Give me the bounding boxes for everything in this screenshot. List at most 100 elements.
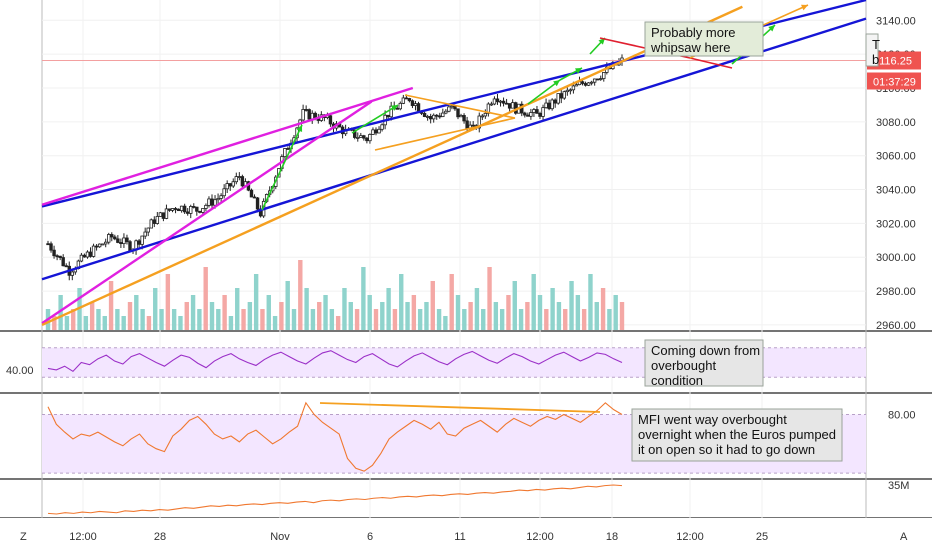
trendline-magenta-upper[interactable] [41, 86, 414, 206]
candle[interactable] [158, 212, 163, 217]
candle[interactable] [213, 199, 217, 206]
candle[interactable] [237, 176, 242, 178]
candle[interactable] [234, 176, 238, 183]
candle[interactable] [113, 236, 117, 240]
candle[interactable] [61, 257, 65, 267]
candle[interactable] [70, 271, 74, 276]
candle[interactable] [374, 129, 378, 134]
rsi-line[interactable] [47, 350, 623, 373]
candle[interactable] [456, 108, 460, 118]
candle[interactable] [362, 135, 366, 139]
candle[interactable] [128, 241, 132, 251]
candle[interactable] [155, 216, 160, 224]
candle[interactable] [602, 72, 606, 79]
candle[interactable] [58, 255, 62, 258]
obv-panel[interactable] [47, 484, 623, 515]
candle[interactable] [599, 78, 603, 80]
candle[interactable] [371, 129, 375, 135]
candle[interactable] [170, 208, 175, 211]
trendline-magenta-lower[interactable] [41, 100, 373, 325]
price-note[interactable] [644, 21, 764, 57]
candle[interactable] [359, 135, 363, 138]
trendline-orange-support[interactable] [41, 5, 743, 327]
candle[interactable] [538, 112, 542, 117]
mfi-note[interactable] [631, 408, 843, 462]
candle[interactable] [535, 109, 539, 114]
candle[interactable] [286, 148, 290, 150]
candle[interactable] [559, 93, 563, 99]
candle[interactable] [592, 78, 597, 83]
candle[interactable] [492, 98, 497, 105]
candle[interactable] [210, 198, 214, 206]
candle[interactable] [195, 206, 199, 212]
candle[interactable] [410, 100, 415, 106]
candle[interactable] [428, 116, 433, 120]
candle[interactable] [353, 129, 357, 138]
candle[interactable] [116, 238, 120, 243]
candle[interactable] [556, 93, 560, 104]
candle[interactable] [301, 109, 305, 121]
candle[interactable] [107, 234, 111, 243]
candle[interactable] [91, 245, 96, 257]
candle[interactable] [167, 208, 172, 211]
candle[interactable] [459, 115, 463, 118]
candle[interactable] [182, 205, 187, 213]
candle[interactable] [425, 116, 430, 118]
candle[interactable] [501, 100, 506, 104]
last-price-tag[interactable] [867, 51, 921, 70]
green-arrow[interactable] [527, 79, 561, 105]
candle[interactable] [586, 82, 591, 86]
candle[interactable] [125, 237, 129, 243]
candle[interactable] [140, 235, 144, 245]
candle[interactable] [94, 245, 99, 248]
candle[interactable] [432, 114, 436, 120]
candle[interactable] [368, 134, 372, 142]
candle[interactable] [510, 102, 515, 109]
candle[interactable] [204, 204, 208, 209]
footer[interactable]: 12:00 28 Nov 6 11 12:00 18 12:00 25 Z A [0, 518, 932, 550]
candle[interactable] [441, 112, 445, 117]
candle[interactable] [589, 81, 594, 84]
candle[interactable] [416, 103, 421, 112]
candle[interactable] [55, 255, 59, 258]
candle[interactable] [422, 112, 427, 117]
candle[interactable] [222, 188, 226, 197]
candle[interactable] [571, 85, 576, 91]
candle[interactable] [514, 102, 518, 114]
candle[interactable] [110, 234, 114, 238]
candle[interactable] [553, 99, 557, 104]
candle[interactable] [377, 128, 381, 134]
candle[interactable] [580, 81, 585, 84]
candle[interactable] [568, 89, 573, 92]
candle[interactable] [192, 206, 196, 208]
candle[interactable] [450, 105, 454, 108]
candle[interactable] [356, 137, 360, 139]
candle[interactable] [176, 208, 181, 212]
auto-scale-button[interactable]: A [900, 531, 908, 543]
candle[interactable] [219, 195, 223, 199]
candle[interactable] [562, 91, 566, 99]
candle[interactable] [398, 102, 402, 110]
candle[interactable] [52, 249, 56, 257]
candle[interactable] [404, 97, 409, 100]
candle[interactable] [495, 98, 500, 103]
candle[interactable] [179, 205, 184, 212]
candle[interactable] [386, 114, 390, 118]
candle[interactable] [507, 103, 512, 109]
candle[interactable] [149, 219, 153, 229]
candle[interactable] [380, 124, 384, 130]
candle[interactable] [97, 243, 102, 248]
candle[interactable] [152, 219, 156, 224]
candle[interactable] [532, 109, 536, 113]
candle[interactable] [465, 120, 469, 130]
candle[interactable] [471, 124, 475, 127]
candle[interactable] [164, 208, 169, 219]
trendline-lower-channel[interactable] [41, 17, 867, 281]
candle[interactable] [395, 107, 399, 110]
candle[interactable] [547, 102, 551, 110]
candle[interactable] [541, 107, 545, 117]
price-note-small[interactable] [865, 33, 879, 67]
candle[interactable] [498, 100, 503, 103]
candle[interactable] [207, 198, 211, 206]
